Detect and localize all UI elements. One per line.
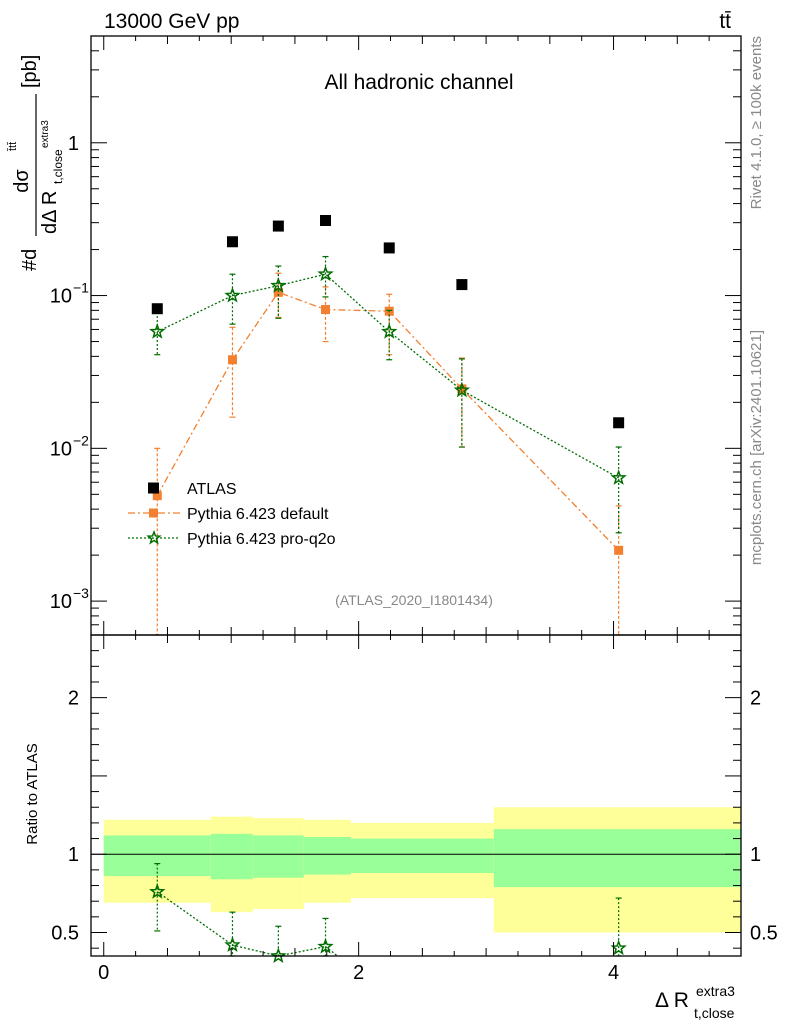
- pythia-proq2o-point: [149, 323, 166, 339]
- main-y-axis-label: #d dσ t̄tt̄ dΔ R t,close extra3 [pb]: [7, 55, 65, 271]
- x-axis-label: Δ R t,close extra3: [655, 983, 735, 1021]
- pythia-proq2o-point: [270, 277, 287, 293]
- pythia-proq2o-point: [317, 265, 334, 282]
- ratio-y-tick-label-right: 0.5: [750, 923, 778, 945]
- legend-pythia-proq2o-label: Pythia 6.423 pro-q2o: [187, 531, 336, 548]
- legend-pythia-default-marker: [149, 508, 158, 518]
- ratio-bands: [103, 807, 741, 933]
- main-y-tick-exponent: −3: [73, 585, 89, 601]
- atlas-data-point: [272, 220, 284, 232]
- main-y-tick-exponent: −2: [73, 432, 89, 448]
- ratio-y-tick-label-right: 2: [750, 688, 761, 710]
- ratio-proq2o-point: [224, 936, 241, 953]
- main-y-label-num-sup: t̄tt̄: [7, 141, 19, 151]
- main-y-tick-label: 1: [68, 133, 79, 155]
- atlas-data-point: [383, 242, 395, 254]
- ratio-band-inner-2: [252, 835, 304, 878]
- pythia-default-point: [152, 491, 162, 501]
- x-tick-label: 2: [353, 962, 364, 984]
- legend-pythia-proq2o-marker: [146, 529, 162, 545]
- main-y-label-denominator: dΔ R: [39, 191, 61, 234]
- pythia-proq2o-point: [610, 469, 627, 485]
- atlas-data-point: [226, 236, 238, 248]
- atlas-data-point: [151, 303, 163, 315]
- legend-atlas-label: ATLAS: [187, 481, 237, 498]
- x-label-main: Δ R: [655, 989, 689, 1012]
- pythia-default-point: [614, 545, 624, 555]
- atlas-data-point: [456, 279, 468, 291]
- pythia-proq2o-line: [156, 273, 619, 479]
- ratio-y-tick-label-right: 1: [750, 844, 761, 866]
- ratio-y-axis-label: Ratio to ATLAS: [24, 743, 41, 844]
- axes: [90, 35, 742, 957]
- atlas-data-point: [613, 417, 625, 429]
- legend-pythia-default-label: Pythia 6.423 default: [187, 506, 329, 523]
- main-y-label-numerator: dσ: [11, 169, 33, 193]
- main-y-label-den-sub: t,close: [51, 149, 65, 184]
- ratio-y-tick-label-left: 2: [68, 688, 79, 710]
- ratio-band-inner-1: [210, 833, 253, 880]
- main-y-tick-label: 10: [50, 591, 72, 613]
- ratio-band-inner-4: [351, 838, 494, 874]
- x-tick-label: 0: [98, 962, 109, 984]
- ratio-y-tick-label-left: 0.5: [51, 923, 79, 945]
- ratio-proq2o-point: [317, 937, 334, 954]
- series-layer: [149, 214, 627, 963]
- ratio-y-tick-label-left: 1: [68, 844, 79, 866]
- ratio-proq2o-point: [149, 883, 166, 899]
- legend-atlas-marker: [148, 482, 159, 494]
- main-y-label-unit: [pb]: [19, 55, 41, 88]
- x-label-sup: extra3: [696, 983, 735, 999]
- x-tick-label: 4: [608, 962, 619, 984]
- ratio-plot-frame: [90, 634, 742, 957]
- main-y-label-prefix: #d: [19, 249, 41, 271]
- main-y-tick-label: 10: [50, 438, 72, 460]
- ratio-band-inner-3: [303, 836, 351, 875]
- tick-labels: 0 2 410−310−210 −110.5 0.51 12 2: [50, 133, 778, 984]
- legend: ATLAS Pythia 6.423 default Pythia 6.423 pr…: [128, 481, 336, 548]
- rivet-label: Rivet 4.1.0, ≥ 100k events: [748, 36, 765, 209]
- main-y-label-den-sup: extra3: [40, 120, 51, 148]
- atlas-data-point: [320, 214, 332, 226]
- pythia-proq2o-point: [381, 323, 398, 339]
- pythia-proq2o-point: [224, 286, 241, 303]
- analysis-watermark: (ATLAS_2020_I1801434): [335, 592, 493, 608]
- pythia-default-point: [227, 355, 237, 365]
- main-y-tick-label: 10: [50, 286, 72, 308]
- mcplots-label: mcplots.cern.ch [arXiv:2401.10621]: [748, 330, 765, 565]
- ratio-proq2o-line-tail: [325, 946, 338, 957]
- energy-label: 13000 GeV pp: [104, 10, 239, 33]
- pythia-proq2o-point: [453, 381, 471, 398]
- main-y-tick-exponent: −1: [73, 280, 89, 296]
- process-label: tt̄: [719, 10, 731, 33]
- pythia-default-point: [321, 305, 331, 315]
- pythia-default-point: [273, 287, 283, 297]
- ratio-proq2o-point: [270, 947, 287, 963]
- plot-title: All hadronic channel: [324, 71, 513, 94]
- x-label-sub: t,close: [694, 1005, 735, 1021]
- ratio-band-inner-0: [103, 835, 211, 877]
- ratio-band-inner-5: [493, 829, 741, 888]
